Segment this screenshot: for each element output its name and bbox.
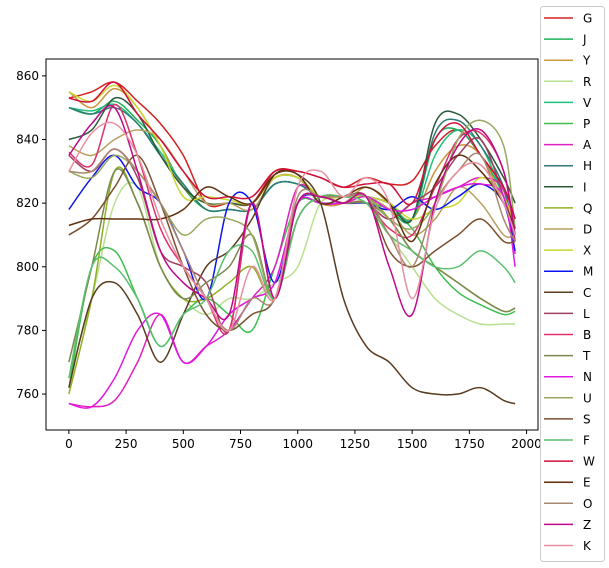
legend-item-Q: Q: [544, 201, 592, 215]
legend-label: Y: [582, 54, 591, 68]
legend-item-X: X: [544, 244, 591, 258]
legend-item-D: D: [544, 223, 592, 237]
legend-item-P: P: [544, 117, 590, 131]
legend-label: Z: [583, 518, 591, 532]
series-line-C: [68, 169, 516, 405]
legend-label: A: [583, 138, 592, 152]
legend-label: V: [583, 96, 592, 110]
series-line-H: [68, 106, 516, 242]
legend-label: I: [583, 180, 587, 194]
legend-item-C: C: [544, 286, 591, 300]
legend-item-J: J: [544, 33, 587, 47]
legend-item-O: O: [544, 497, 592, 511]
legend-label: D: [583, 223, 592, 237]
series-lines: [68, 81, 516, 409]
legend-label: Q: [583, 201, 592, 215]
legend-label: X: [583, 244, 591, 258]
y-tick-label: 800: [16, 260, 39, 274]
series-line-Z: [68, 104, 516, 321]
legend-label: U: [583, 391, 592, 405]
legend-item-A: A: [544, 138, 592, 152]
x-tick-label: 1250: [340, 437, 371, 451]
legend-item-Y: Y: [544, 54, 591, 68]
legend-item-G: G: [544, 12, 592, 26]
y-tick-label: 860: [16, 69, 39, 83]
x-tick-label: 250: [115, 437, 138, 451]
legend-item-L: L: [544, 307, 590, 321]
legend-label: J: [582, 33, 587, 47]
legend-item-B: B: [544, 328, 591, 342]
legend-item-S: S: [544, 412, 591, 426]
series-line-F: [68, 194, 516, 379]
y-axis: 760 780 800 820 840 860: [16, 69, 46, 401]
x-tick-label: 1500: [397, 437, 428, 451]
legend-item-U: U: [544, 391, 592, 405]
y-tick-label: 780: [16, 323, 39, 337]
legend-box: [540, 6, 605, 562]
legend-item-E: E: [544, 476, 591, 490]
legend-item-R: R: [544, 75, 591, 89]
legend-item-H: H: [544, 159, 592, 173]
legend-label: L: [583, 307, 590, 321]
legend-label: M: [583, 265, 593, 279]
legend-label: P: [583, 117, 590, 131]
x-axis: 0 250 500 750 1000 1250 1500 1750 2000: [65, 430, 542, 451]
legend-item-N: N: [544, 370, 592, 384]
legend-label: K: [583, 539, 592, 553]
series-line-X: [68, 84, 516, 229]
legend-label: R: [583, 75, 591, 89]
legend-item-T: T: [544, 349, 591, 363]
x-tick-label: 1750: [454, 437, 485, 451]
legend-item-I: I: [544, 180, 587, 194]
legend-label: F: [583, 434, 590, 448]
legend-label: T: [582, 349, 591, 363]
legend-label: N: [583, 370, 592, 384]
legend-label: C: [583, 286, 591, 300]
legend-label: H: [583, 159, 592, 173]
legend-label: S: [583, 412, 591, 426]
legend-item-M: M: [544, 265, 593, 279]
legend-label: E: [583, 476, 591, 490]
legend-item-F: F: [544, 434, 590, 448]
x-tick-label: 750: [229, 437, 252, 451]
series-line-W: [68, 81, 516, 220]
legend-item-V: V: [544, 96, 592, 110]
y-tick-label: 820: [16, 196, 39, 210]
plot-frame: [45, 58, 539, 431]
x-tick-label: 2000: [511, 437, 542, 451]
legend-label: G: [583, 12, 592, 26]
series-line-K: [68, 121, 516, 332]
x-tick-label: 0: [65, 437, 73, 451]
legend-item-Z: Z: [544, 518, 591, 532]
legend-item-K: K: [544, 539, 592, 553]
y-tick-label: 840: [16, 133, 39, 147]
x-tick-label: 500: [172, 437, 195, 451]
legend-item-W: W: [544, 455, 595, 469]
y-tick-label: 760: [16, 387, 39, 401]
legend-label: B: [583, 328, 591, 342]
x-tick-label: 1000: [282, 437, 313, 451]
legend-label: W: [583, 455, 595, 469]
legend-label: O: [583, 497, 592, 511]
